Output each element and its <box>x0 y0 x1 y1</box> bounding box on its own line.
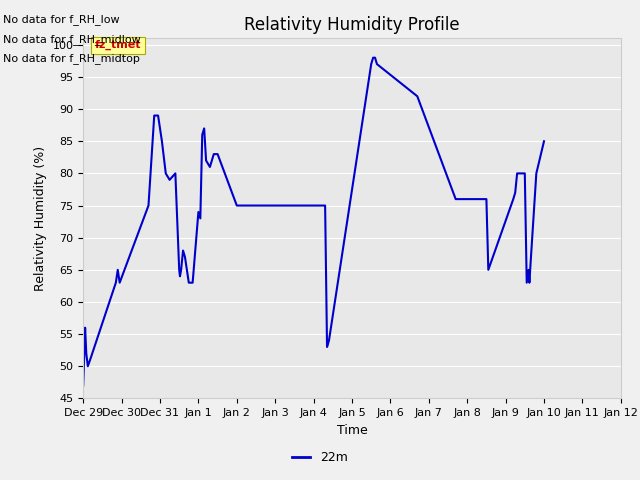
X-axis label: Time: Time <box>337 424 367 437</box>
Legend: 22m: 22m <box>287 446 353 469</box>
Text: fz_tmet: fz_tmet <box>95 40 141 50</box>
Text: No data for f_RH_low: No data for f_RH_low <box>3 14 120 25</box>
Y-axis label: Relativity Humidity (%): Relativity Humidity (%) <box>34 146 47 291</box>
Title: Relativity Humidity Profile: Relativity Humidity Profile <box>244 16 460 34</box>
Text: No data for f_RH_midlow: No data for f_RH_midlow <box>3 34 141 45</box>
Text: No data for f_RH_midtop: No data for f_RH_midtop <box>3 53 140 64</box>
